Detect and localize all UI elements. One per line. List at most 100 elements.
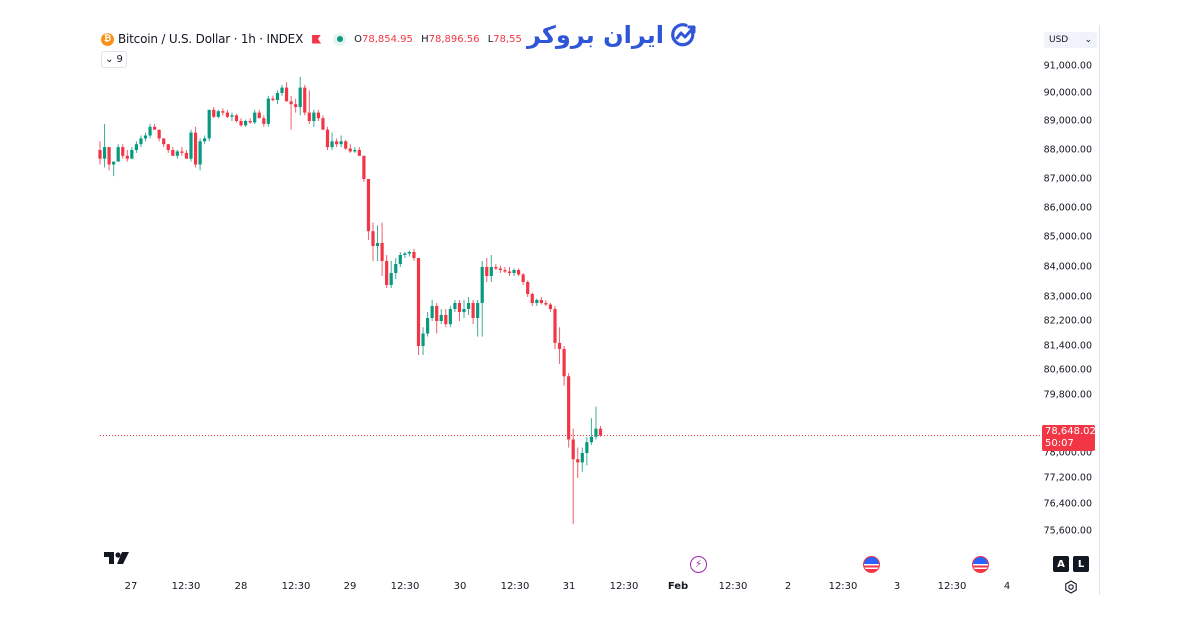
candle[interactable] xyxy=(448,306,452,328)
candle[interactable] xyxy=(498,265,502,274)
candle[interactable] xyxy=(539,297,543,305)
candle[interactable] xyxy=(153,123,157,130)
candle[interactable] xyxy=(344,139,348,150)
candle[interactable] xyxy=(175,150,179,159)
candle[interactable] xyxy=(307,90,311,124)
symbol-title[interactable]: Bitcoin / U.S. Dollar · 1h · INDEX xyxy=(118,32,304,46)
candle[interactable] xyxy=(548,303,553,312)
candle[interactable] xyxy=(312,109,316,127)
candle[interactable] xyxy=(193,126,198,168)
candle[interactable] xyxy=(398,252,402,267)
candle[interactable] xyxy=(562,346,566,386)
candle[interactable] xyxy=(416,258,421,355)
candle[interactable] xyxy=(353,147,357,153)
candle[interactable] xyxy=(321,115,325,130)
candle[interactable] xyxy=(462,300,466,318)
currency-select[interactable]: USD ⌄ xyxy=(1044,32,1097,48)
candle[interactable] xyxy=(184,150,189,159)
candle[interactable] xyxy=(371,222,375,262)
candle[interactable] xyxy=(571,428,575,525)
candle[interactable] xyxy=(489,255,493,282)
candle[interactable] xyxy=(421,327,425,355)
candle[interactable] xyxy=(335,138,339,148)
candle[interactable] xyxy=(357,147,361,156)
candle[interactable] xyxy=(216,109,220,119)
candle[interactable] xyxy=(234,114,239,123)
candle[interactable] xyxy=(480,261,484,337)
candle[interactable] xyxy=(239,118,243,127)
candle[interactable] xyxy=(275,90,280,105)
candle[interactable] xyxy=(225,109,229,119)
candle[interactable] xyxy=(107,147,111,171)
candle[interactable] xyxy=(594,406,598,440)
candle[interactable] xyxy=(248,118,252,124)
candle[interactable] xyxy=(139,135,143,148)
candle[interactable] xyxy=(148,123,152,139)
candle[interactable] xyxy=(203,135,207,145)
candle[interactable] xyxy=(198,138,202,171)
candle[interactable] xyxy=(221,108,225,116)
candle[interactable] xyxy=(166,144,170,153)
candle[interactable] xyxy=(385,255,389,288)
candle[interactable] xyxy=(348,144,352,153)
candle[interactable] xyxy=(466,297,471,315)
candle[interactable] xyxy=(325,126,330,150)
candle[interactable] xyxy=(253,109,257,124)
candle[interactable] xyxy=(580,447,584,472)
candle[interactable] xyxy=(362,155,366,182)
candle[interactable] xyxy=(339,135,343,148)
candle[interactable] xyxy=(98,141,102,165)
candle[interactable] xyxy=(494,264,498,270)
candle[interactable] xyxy=(430,300,434,321)
candle[interactable] xyxy=(544,300,548,306)
candle[interactable] xyxy=(230,112,234,121)
candle[interactable] xyxy=(207,109,211,142)
candle[interactable] xyxy=(394,258,398,279)
candle[interactable] xyxy=(366,179,371,240)
candle[interactable] xyxy=(503,267,507,273)
candle[interactable] xyxy=(116,144,120,162)
candle[interactable] xyxy=(189,129,193,162)
candle[interactable] xyxy=(517,268,521,277)
candle[interactable] xyxy=(557,327,562,364)
candle[interactable] xyxy=(553,306,557,349)
candle[interactable] xyxy=(403,252,407,258)
market-status-icon[interactable] xyxy=(333,32,347,46)
candle[interactable] xyxy=(407,250,411,257)
candle[interactable] xyxy=(476,300,480,337)
candle[interactable] xyxy=(244,119,248,127)
candle[interactable] xyxy=(102,123,107,168)
candle[interactable] xyxy=(444,309,448,328)
log-scale-button[interactable]: L xyxy=(1073,556,1089,572)
us-flag-event-icon[interactable] xyxy=(863,556,880,573)
candle[interactable] xyxy=(257,109,261,119)
candle[interactable] xyxy=(576,447,580,478)
candle[interactable] xyxy=(121,144,125,159)
candle[interactable] xyxy=(330,132,334,150)
candle[interactable] xyxy=(471,300,475,325)
candle[interactable] xyxy=(526,280,530,298)
candle[interactable] xyxy=(530,292,534,307)
lightning-event-icon[interactable]: ⚡ xyxy=(690,556,707,573)
candle[interactable] xyxy=(439,309,443,325)
candle[interactable] xyxy=(289,95,293,130)
candle[interactable] xyxy=(143,132,148,142)
candle[interactable] xyxy=(280,84,284,96)
candle[interactable] xyxy=(112,161,116,177)
flag-icon[interactable] xyxy=(312,34,322,44)
candle[interactable] xyxy=(426,312,430,337)
candle[interactable] xyxy=(375,225,380,261)
candle[interactable] xyxy=(303,84,307,116)
candle[interactable] xyxy=(125,150,129,162)
candle[interactable] xyxy=(512,268,516,277)
candle[interactable] xyxy=(271,95,275,102)
candle[interactable] xyxy=(180,147,184,156)
tradingview-logo-icon[interactable] xyxy=(104,552,130,565)
candle[interactable] xyxy=(389,261,393,288)
candle[interactable] xyxy=(266,95,270,127)
candle[interactable] xyxy=(507,267,512,276)
auto-scale-button[interactable]: A xyxy=(1053,556,1069,572)
candle[interactable] xyxy=(130,147,134,159)
candle[interactable] xyxy=(567,373,571,448)
candle[interactable] xyxy=(435,303,439,334)
